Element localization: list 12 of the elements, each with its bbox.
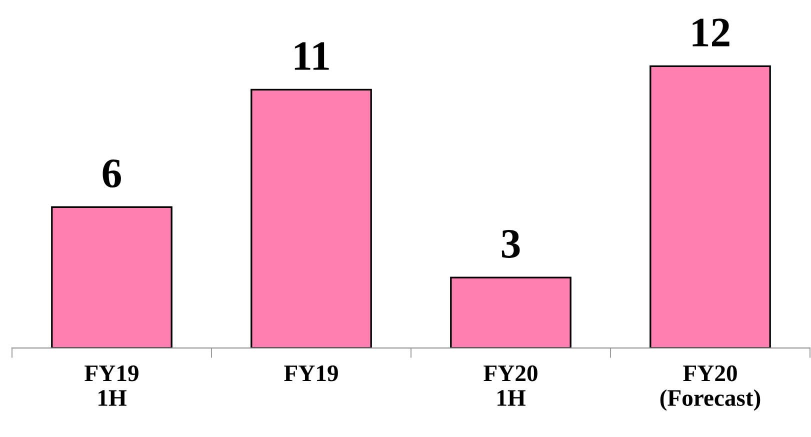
x-tick-label: FY19 [284,365,338,382]
bar [450,276,572,348]
data-label: 3 [502,230,520,258]
x-tick-label: FY20 1H [484,365,538,406]
bar [650,65,771,348]
data-label: 11 [294,42,329,70]
x-tick-label: FY20 (Forecast) [660,365,760,411]
data-label: 12 [692,18,730,46]
x-tick-label: FY19 1H [84,365,138,406]
data-label: 6 [102,160,121,188]
bar [51,206,172,348]
bar [250,88,372,348]
